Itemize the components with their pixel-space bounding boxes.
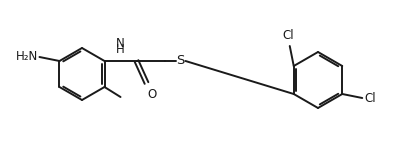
Text: Cl: Cl xyxy=(364,92,376,105)
Text: N: N xyxy=(116,37,125,50)
Text: S: S xyxy=(176,55,185,67)
Text: H: H xyxy=(116,43,125,56)
Text: H₂N: H₂N xyxy=(16,50,38,62)
Text: Cl: Cl xyxy=(282,29,294,42)
Text: O: O xyxy=(147,88,157,101)
